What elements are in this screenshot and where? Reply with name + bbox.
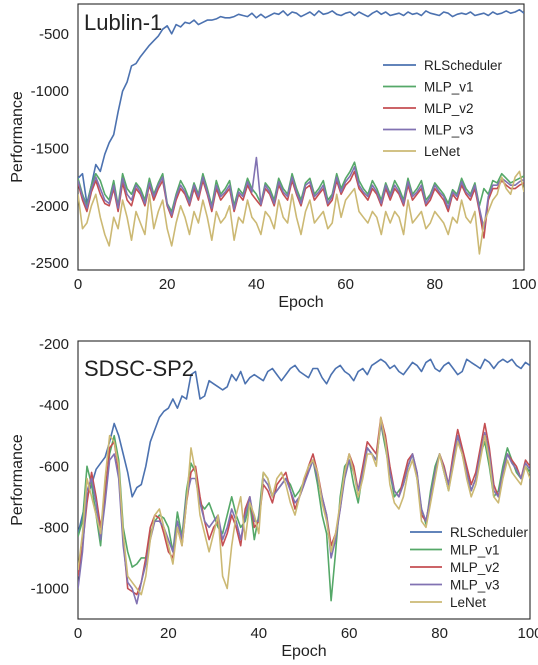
- sdsc-x-tick-label: 40: [250, 625, 267, 642]
- lublin-x-tick-label: 20: [159, 276, 176, 293]
- lublin-y-tick-label: -500: [39, 26, 69, 43]
- sdsc-x-tick-label: 60: [341, 625, 358, 642]
- sdsc-legend-label: MLP_v2: [450, 560, 500, 575]
- lublin-y-tick-label: -2500: [31, 255, 69, 272]
- sdsc-x-tick-label: 0: [74, 625, 82, 642]
- sdsc-series-line-lenet: [78, 416, 530, 596]
- sdsc-legend: RLScheduler MLP_v1 MLP_v2 MLP_v3 LeNet: [410, 525, 529, 610]
- sdsc-y-tick-label: -600: [39, 458, 69, 475]
- sdsc-legend-label: RLScheduler: [450, 525, 529, 540]
- sdsc-series-line-rlscheduler: [78, 358, 530, 534]
- sdsc-chart-title: SDSC-SP2: [84, 356, 194, 381]
- lublin-y-axis-label: Performance: [9, 91, 26, 183]
- lublin-y-tick-label: -2000: [31, 198, 69, 215]
- lublin-y-tick-label: -1500: [31, 141, 69, 158]
- sdsc-x-axis-label: Epoch: [281, 643, 326, 660]
- lublin-chart-title: Lublin-1: [84, 10, 162, 35]
- lublin-legend-label: LeNet: [424, 144, 460, 159]
- lublin-chart: 0 20 40 60 80 100 -500 -1000 -1500 -2000 -2500 Epoc…: [9, 3, 537, 311]
- sdsc-y-tick-label: -1000: [31, 581, 69, 598]
- sdsc-x-tick-label: 20: [160, 625, 177, 642]
- lublin-x-tick-label: 0: [74, 276, 82, 293]
- lublin-series-line-lenet: [78, 170, 524, 255]
- lublin-series-line-mlp-v3: [78, 156, 524, 230]
- sdsc-x-tick-label: 80: [431, 625, 448, 642]
- lublin-legend-label: RLScheduler: [424, 58, 503, 73]
- sdsc-x-tick-label: 100: [517, 625, 538, 642]
- sdsc-y-tick-label: -200: [39, 336, 69, 353]
- sdsc-y-tick-label: -400: [39, 397, 69, 414]
- lublin-series-group: [78, 8, 524, 255]
- lublin-y-tick-label: -1000: [31, 83, 69, 100]
- lublin-x-tick-label: 100: [511, 276, 536, 293]
- lublin-legend-label: MLP_v1: [424, 80, 474, 95]
- sdsc-y-tick-label: -800: [39, 519, 69, 536]
- lublin-legend-label: MLP_v2: [424, 101, 474, 116]
- lublin-series-line-rlscheduler: [78, 8, 524, 205]
- lublin-x-tick-label: 80: [426, 276, 443, 293]
- lublin-x-axis-label: Epoch: [278, 294, 323, 311]
- sdsc-legend-label: MLP_v1: [450, 543, 500, 558]
- lublin-legend: RLScheduler MLP_v1 MLP_v2 MLP_v3 LeNet: [383, 58, 503, 159]
- sdsc-y-axis-label: Performance: [9, 434, 26, 526]
- sdsc-series-group: [78, 358, 530, 605]
- lublin-x-tick-label: 60: [337, 276, 354, 293]
- lublin-legend-label: MLP_v3: [424, 123, 474, 138]
- sdsc-legend-label: MLP_v3: [450, 578, 500, 593]
- lublin-series-line-mlp-v1: [78, 161, 524, 213]
- lublin-x-tick-label: 40: [248, 276, 265, 293]
- sdsc-chart: 0 20 40 60 80 100 -200 -400 -600 -800 -1000 Epoch Pe…: [9, 336, 538, 660]
- sdsc-legend-label: LeNet: [450, 595, 486, 610]
